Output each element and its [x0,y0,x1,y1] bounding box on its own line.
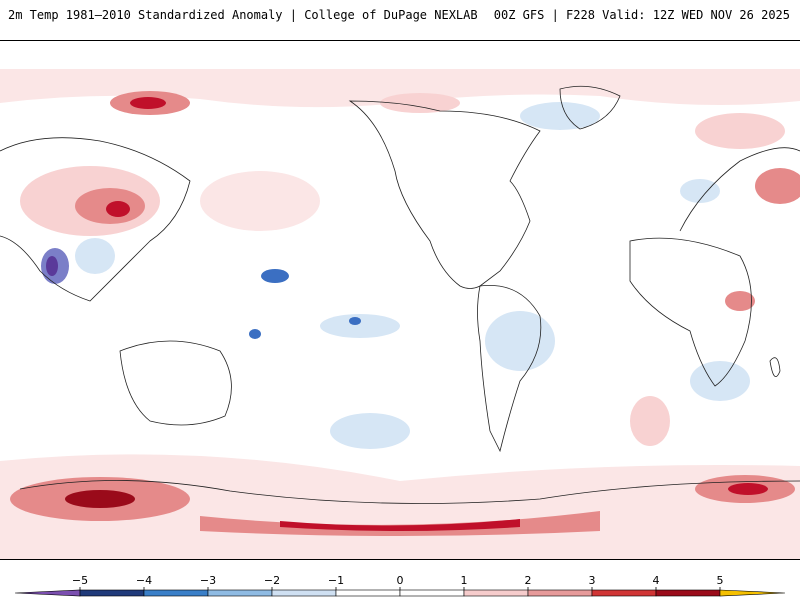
legend-swatch [335,589,401,597]
north-america-outline [348,100,541,289]
caspian-warm-anomaly [755,168,800,204]
header: 2m Temp 1981–2010 Standardized Anomaly |… [0,0,800,32]
legend-tick-label: −3 [200,574,216,587]
greenland-outline [559,85,621,130]
legend-tick-label: 5 [717,574,724,587]
seasia-cool-anomaly [75,238,115,274]
color-legend: −5 −4 −3 −2 −1 0 1 2 3 4 5 [0,570,800,600]
siberia-strong-anomaly [130,97,166,109]
pacific-cool-patch-2 [320,314,400,338]
npacific-warm-anomaly [200,171,320,231]
legend-extend-low [14,589,81,597]
legend-swatch [271,589,337,597]
northcanada-warm-anomaly [380,93,460,113]
legend-tick-label: 1 [461,574,468,587]
africa-outline [629,237,752,387]
anomaly-map [0,40,800,560]
arctic-warm-band [0,69,800,108]
eurasia-warm-anomaly [695,113,785,149]
legend-swatch [143,589,209,597]
legend-tick-label: 4 [653,574,660,587]
model-run-label: 00Z GFS | F228 Valid: 12Z WED NOV 26 202… [493,8,790,22]
legend-tick-label: 0 [397,574,404,587]
antarctic-strong-anomaly-west [65,490,135,508]
antarctic-strong-anomaly-east [728,483,768,495]
australia-outline [119,340,232,426]
antarctica-outline [19,480,800,504]
legend-tick-label: −2 [264,574,280,587]
eurasia-outline [0,137,800,302]
legend-extend-high [719,589,786,597]
coastlines [0,85,800,504]
antarctic-strong-coast [280,519,520,531]
india-strong-cool [46,256,58,276]
pacific-cool-patch-4 [249,329,261,339]
legend-swatch [399,589,465,597]
satlantic-warm-anomaly [630,396,670,446]
samerica-cool-anomaly [485,311,555,371]
legend-swatch [79,589,145,597]
legend-tick-label: −1 [328,574,344,587]
pacific-cool-patch-1 [261,269,289,283]
legend-swatch [655,589,721,597]
spacific-cool-anomaly [330,413,410,449]
south-america-outline [477,284,542,453]
legend-tick-label: 2 [525,574,532,587]
africa-south-cool [690,361,750,401]
greenland-cool-anomaly [520,102,600,130]
southern-warm-band [0,454,800,559]
legend-tick-label: −4 [136,574,152,587]
pacific-cool-patch-3 [349,317,361,325]
legend-tick-label: −5 [72,574,88,587]
antarctic-warm-coast [200,511,600,536]
legend-swatch [207,589,273,597]
madagascar-outline [769,357,781,378]
map-canvas [0,69,800,559]
map-title: 2m Temp 1981–2010 Standardized Anomaly |… [8,8,478,22]
legend-swatch [463,589,529,597]
china-strong-anomaly [106,201,130,217]
legend-swatch [591,589,657,597]
africa-east-warm [725,291,755,311]
legend-swatch [527,589,593,597]
europe-cool-anomaly [680,179,720,203]
legend-tick-label: 3 [589,574,596,587]
legend-scale: −5 −4 −3 −2 −1 0 1 2 3 4 5 [14,574,786,597]
